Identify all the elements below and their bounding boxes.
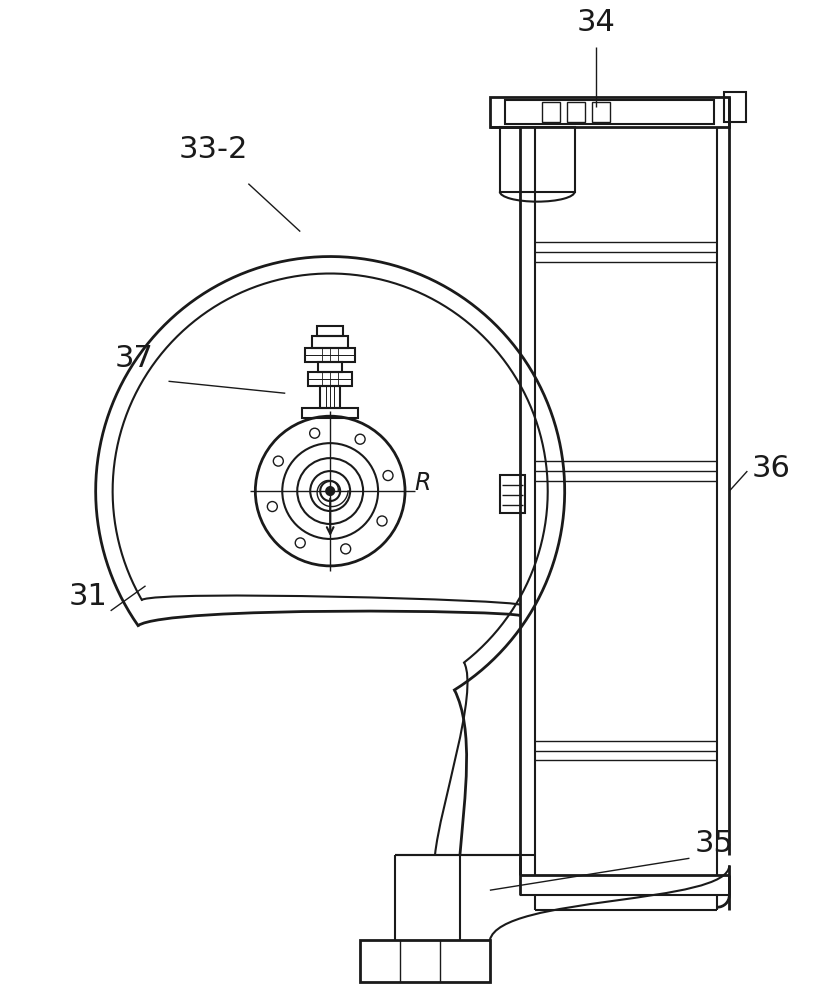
Bar — [591, 102, 610, 122]
Bar — [320, 386, 340, 408]
Text: 37: 37 — [114, 344, 153, 373]
Text: 34: 34 — [576, 8, 615, 37]
Bar — [305, 348, 355, 362]
Text: 35: 35 — [695, 829, 733, 858]
Bar — [542, 102, 560, 122]
Text: 36: 36 — [751, 454, 790, 483]
Bar — [500, 475, 525, 513]
Bar — [500, 127, 575, 192]
Bar — [302, 408, 358, 418]
Bar — [490, 97, 730, 127]
Circle shape — [326, 487, 334, 495]
Bar — [319, 362, 342, 372]
Text: R: R — [414, 471, 430, 495]
Bar — [317, 326, 343, 336]
Bar — [566, 102, 585, 122]
Text: 33-2: 33-2 — [178, 135, 248, 164]
Bar — [360, 940, 490, 982]
Bar — [725, 92, 746, 122]
Bar — [505, 100, 715, 124]
Bar — [309, 372, 352, 386]
Bar — [312, 336, 348, 348]
Text: 31: 31 — [68, 582, 107, 611]
